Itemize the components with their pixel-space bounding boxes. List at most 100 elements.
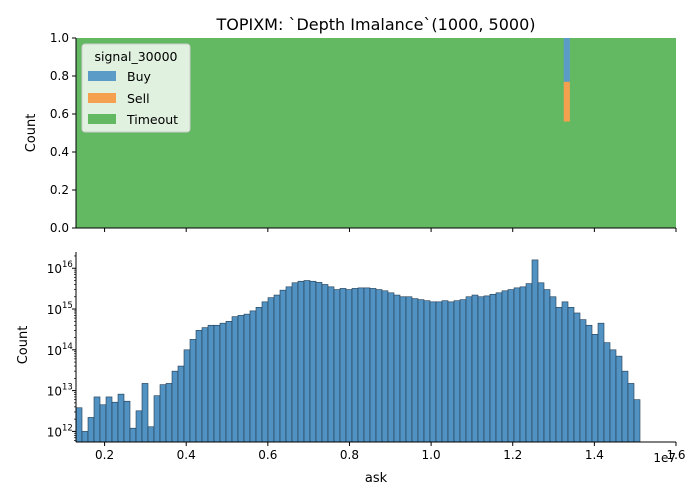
bottom-y-tick-exponent: 12 bbox=[62, 423, 73, 433]
hist-bar bbox=[165, 383, 173, 443]
hist-bar bbox=[573, 312, 581, 443]
hist-bar bbox=[249, 310, 257, 443]
hist-bar bbox=[561, 301, 569, 443]
legend-swatch-sell bbox=[88, 93, 116, 103]
hist-bar bbox=[87, 417, 95, 443]
hist-bar bbox=[291, 282, 299, 443]
bottom-x-tick-label: 0.8 bbox=[340, 448, 359, 462]
hist-bar bbox=[267, 297, 275, 443]
legend-box bbox=[81, 43, 191, 133]
legend-label-sell: Sell bbox=[127, 91, 150, 106]
hist-bar bbox=[309, 280, 317, 443]
hist-bar bbox=[489, 293, 497, 443]
hist-bar bbox=[339, 288, 347, 443]
hist-bar bbox=[543, 289, 551, 443]
hist-bar bbox=[261, 301, 269, 443]
hist-bar bbox=[375, 289, 383, 443]
top-y-tick-label: 0.0 bbox=[50, 221, 69, 235]
hist-bar bbox=[537, 282, 545, 443]
hist-bar bbox=[471, 294, 479, 443]
hist-bar bbox=[345, 289, 353, 443]
bottom-x-tick-label: 0.2 bbox=[95, 448, 114, 462]
hist-bar bbox=[111, 401, 119, 443]
top-y-tick-label: 0.4 bbox=[50, 145, 69, 159]
hist-bar bbox=[285, 286, 293, 443]
hist-bar bbox=[243, 313, 251, 443]
bottom-y-tick-label: 10 bbox=[47, 262, 62, 276]
hist-bar bbox=[99, 404, 107, 443]
hist-bar bbox=[621, 370, 629, 443]
hist-bar bbox=[231, 316, 239, 443]
hist-bar bbox=[495, 292, 503, 443]
hist-bar bbox=[327, 286, 335, 443]
hist-bar bbox=[219, 322, 227, 443]
hist-bar bbox=[555, 307, 563, 443]
hist-bar bbox=[549, 296, 557, 443]
hist-bar bbox=[147, 426, 155, 443]
bottom-x-tick-label: 0.4 bbox=[177, 448, 196, 462]
hist-bar bbox=[435, 301, 443, 443]
hist-bar bbox=[273, 294, 281, 443]
hist-bar bbox=[447, 301, 455, 443]
area-sell bbox=[563, 81, 570, 122]
legend-title: signal_30000 bbox=[95, 49, 178, 64]
bottom-y-tick-exponent: 16 bbox=[62, 260, 73, 270]
bottom-x-tick-label: 0.6 bbox=[258, 448, 277, 462]
figure-title: TOPIXM: `Depth Imalance`(1000, 5000) bbox=[215, 15, 535, 34]
hist-bar bbox=[279, 289, 287, 443]
hist-bar bbox=[369, 288, 377, 443]
top-y-tick-label: 0.2 bbox=[50, 183, 69, 197]
hist-bar bbox=[603, 342, 611, 443]
hist-bar bbox=[159, 384, 167, 443]
hist-bar bbox=[483, 295, 491, 443]
hist-bar bbox=[75, 407, 83, 443]
hist-bar bbox=[507, 289, 515, 443]
hist-bar bbox=[567, 307, 575, 443]
hist-bar bbox=[303, 280, 311, 443]
hist-bar bbox=[363, 287, 371, 443]
bottom-y-tick-label: 10 bbox=[47, 425, 62, 439]
hist-bar bbox=[597, 322, 605, 443]
hist-bar bbox=[123, 400, 131, 443]
hist-bar bbox=[141, 383, 149, 443]
hist-bar bbox=[399, 296, 407, 443]
hist-bar bbox=[615, 355, 623, 443]
legend-label-buy: Buy bbox=[127, 69, 151, 84]
bottom-y-axis-label: Count bbox=[16, 326, 31, 365]
area-buy bbox=[563, 38, 570, 82]
hist-bar bbox=[81, 431, 89, 443]
hist-bar bbox=[321, 284, 329, 443]
hist-bar bbox=[153, 395, 161, 443]
hist-bar bbox=[333, 289, 341, 443]
hist-bar bbox=[501, 290, 509, 443]
hist-bar bbox=[423, 300, 431, 443]
hist-bar bbox=[531, 259, 539, 443]
hist-bar bbox=[405, 296, 413, 443]
hist-bar bbox=[117, 393, 125, 443]
hist-bar bbox=[465, 296, 473, 443]
hist-bar bbox=[393, 294, 401, 443]
bottom-x-tick-label: 1.2 bbox=[503, 448, 522, 462]
top-y-tick-label: 1.0 bbox=[50, 31, 69, 45]
bottom-y-tick-exponent: 14 bbox=[62, 342, 73, 352]
hist-bar bbox=[417, 299, 425, 443]
hist-bar bbox=[357, 287, 365, 443]
hist-bar bbox=[627, 383, 635, 443]
bottom-y-tick-label: 10 bbox=[47, 344, 62, 358]
bottom-x-axis-label: ask bbox=[365, 471, 388, 486]
hist-bar bbox=[453, 300, 461, 443]
hist-bar bbox=[315, 282, 323, 443]
hist-bar bbox=[633, 399, 641, 443]
hist-bar bbox=[591, 334, 599, 443]
hist-bar bbox=[171, 370, 179, 443]
hist-bar bbox=[381, 290, 389, 443]
hist-bar bbox=[579, 319, 587, 443]
hist-bar bbox=[129, 427, 137, 443]
hist-bar bbox=[201, 327, 209, 443]
hist-bar bbox=[177, 365, 185, 443]
hist-bar bbox=[525, 283, 533, 443]
legend-label-timeout: Timeout bbox=[126, 112, 178, 127]
hist-bar bbox=[207, 324, 215, 443]
hist-bar bbox=[477, 296, 485, 443]
